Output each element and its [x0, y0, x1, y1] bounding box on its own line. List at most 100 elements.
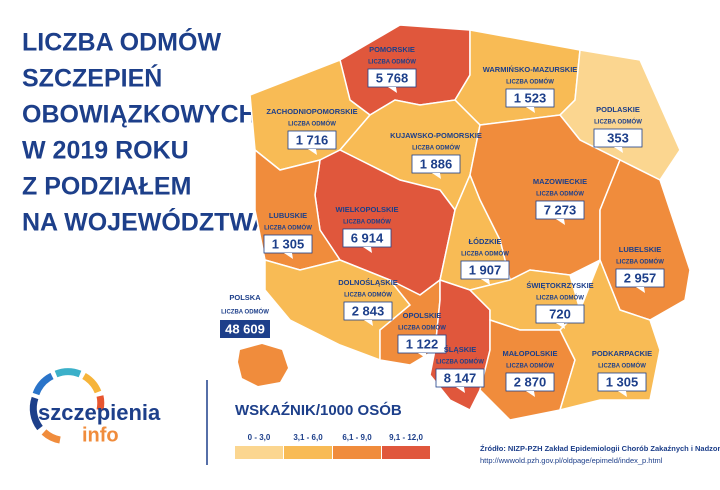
poland-label: LICZBA ODMÓW [221, 308, 269, 316]
region-name: POMORSKIE [369, 45, 415, 54]
value-pointer [388, 87, 397, 93]
region-value: 1 523 [514, 90, 547, 105]
region-label: LICZBA ODMÓW [506, 362, 554, 370]
region-label: LICZBA ODMÓW [536, 294, 584, 302]
value-pointer [418, 353, 427, 359]
region-name: WARMIŃSKO-MAZURSKIE [483, 65, 578, 74]
logo-sub: info [82, 424, 119, 446]
region-value: 1 907 [469, 262, 502, 277]
region-label: LICZBA ODMÓW [288, 120, 336, 128]
ring-seg [29, 396, 43, 431]
title-line: W 2019 ROKU [22, 137, 189, 165]
region-value: 7 273 [544, 202, 577, 217]
region-label: LICZBA ODMÓW [594, 118, 642, 126]
value-pointer [556, 323, 565, 329]
value-pointer [618, 391, 627, 397]
title-line: OBOWIĄZKOWYCH [22, 101, 257, 129]
region-name: ŚWIĘTOKRZYSKIE [526, 281, 593, 290]
region-label: LICZBA ODMÓW [536, 190, 584, 198]
value-pointer [481, 279, 490, 285]
region-value: 2 957 [624, 270, 657, 285]
region-area [454, 29, 581, 126]
region-name: ZACHODNIOPOMORSKIE [266, 107, 357, 116]
source: Źródło: NIZP-PZH Zakład Epidemiologii Ch… [480, 444, 720, 453]
region-value: 353 [607, 130, 629, 145]
region-value: 2 843 [352, 303, 385, 318]
title-line: NA WOJEWÓDZTWA [22, 207, 270, 237]
region-name: MAZOWIECKIE [533, 177, 587, 186]
ring-seg [32, 372, 54, 396]
legend-label: 6,1 - 9,0 [342, 433, 372, 442]
legend-label: 9,1 - 12,0 [389, 433, 423, 442]
region-value: 1 305 [272, 236, 305, 251]
logo-main: szczepienia [38, 400, 161, 425]
value-pointer [526, 107, 535, 113]
region-label: LICZBA ODMÓW [264, 224, 312, 232]
ring-seg [41, 429, 61, 444]
region-name: LUBELSKIE [619, 245, 662, 254]
region-label: LICZBA ODMÓW [436, 358, 484, 366]
ring-seg [96, 395, 105, 411]
poland-mini [238, 344, 288, 386]
ring-seg [82, 372, 102, 394]
value-pointer [636, 287, 645, 293]
region-label: LICZBA ODMÓW [344, 291, 392, 299]
region-name: LUBUSKIE [269, 211, 307, 220]
region-label: LICZBA ODMÓW [398, 324, 446, 332]
value-pointer [614, 147, 623, 153]
region-name: WIELKOPOLSKIE [336, 205, 399, 214]
region-area [558, 257, 661, 412]
region-label: LICZBA ODMÓW [412, 144, 460, 152]
region-name: OPOLSKIE [403, 311, 442, 320]
region-labels: POMORSKIE LICZBA ODMÓW 5 768 ZACHODNIOPOMOR… [220, 45, 665, 397]
region-label: LICZBA ODMÓW [343, 218, 391, 226]
title-line: Z PODZIAŁEM [22, 173, 191, 201]
region-label: LICZBA ODMÓW [598, 362, 646, 370]
region-value: 5 768 [376, 70, 409, 85]
region-label: LICZBA ODMÓW [461, 250, 509, 258]
value-pointer [526, 391, 535, 397]
region-name: PODKARPACKIE [592, 349, 652, 358]
region-label: LICZBA ODMÓW [368, 58, 416, 66]
region-value: 6 914 [351, 230, 384, 245]
logo-ring [29, 368, 105, 444]
ring-seg [54, 368, 82, 378]
poland-box [220, 320, 270, 338]
value-pointer [308, 149, 317, 155]
title-line: SZCZEPIEŃ [22, 64, 162, 93]
value-pointer [284, 253, 293, 259]
title: LICZBA ODMÓW SZCZEPIEŃ OBOWIĄZKOWYCH W 2019… [22, 27, 270, 237]
value-pointer [363, 247, 372, 253]
region-name: DOLNOŚLĄSKIE [338, 278, 398, 287]
legend-label: 3,1 - 6,0 [293, 433, 323, 442]
region-value: 1 122 [406, 336, 439, 351]
region-name: MAŁOPOLSKIE [502, 349, 557, 358]
legend-swatch [333, 446, 381, 459]
source-url: http://wwwold.pzh.gov.pl/oldpage/epimeld… [480, 456, 663, 465]
poland-value: 48 609 [225, 321, 265, 336]
region-label: LICZBA ODMÓW [506, 78, 554, 86]
region-label: LICZBA ODMÓW [616, 258, 664, 266]
value-pointer [556, 219, 565, 225]
region-value: 1 716 [296, 132, 329, 147]
value-pointer [456, 387, 465, 393]
legend: 0 - 3,0 3,1 - 6,0 6,1 - 9,0 9,1 - 12,0 [235, 433, 430, 459]
logo: szczepienia info [29, 368, 161, 446]
legend-swatch [284, 446, 332, 459]
region-value: 1 305 [606, 374, 639, 389]
region-value: 8 147 [444, 370, 477, 385]
legend-label: 0 - 3,0 [248, 433, 271, 442]
poland-name: POLSKA [229, 293, 261, 302]
region-name: ŚLĄSKIE [444, 345, 477, 354]
region-name: PODLASKIE [596, 105, 640, 114]
title-line: LICZBA ODMÓW [22, 27, 221, 57]
legend-swatch [382, 446, 430, 459]
region-value: 720 [549, 306, 571, 321]
legend-swatch [235, 446, 283, 459]
region-value: 2 870 [514, 374, 547, 389]
region-name: KUJAWSKO-POMORSKIE [390, 131, 482, 140]
value-pointer [364, 320, 373, 326]
region-name: ŁÓDZKIE [469, 237, 502, 246]
value-pointer [432, 173, 441, 179]
